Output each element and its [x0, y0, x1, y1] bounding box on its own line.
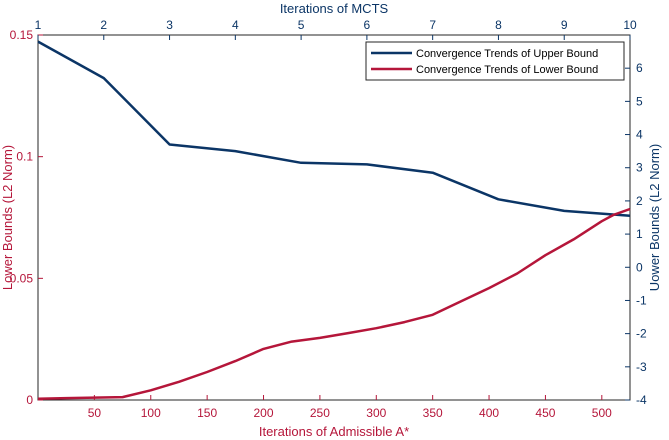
y-axis-right-title: Uower Bounds (L2 Norm)	[647, 144, 662, 291]
y-right-tick-label: 1	[636, 227, 643, 241]
x-axis-top-title: Iterations of MCTS	[280, 1, 389, 16]
y-right-tick-label: 2	[636, 194, 643, 208]
x-bottom-tick-label: 450	[535, 406, 555, 420]
legend: Convergence Trends of Upper Bound Conver…	[365, 41, 625, 81]
x-bottom-tick-label: 200	[254, 406, 274, 420]
y-right-tick-label: 0	[636, 260, 643, 274]
x-top-tick-label: 8	[495, 18, 502, 32]
y-right-tick-label: 3	[636, 161, 643, 175]
legend-label-lower: Convergence Trends of Lower Bound	[416, 64, 598, 76]
y-left-tick-label: 0.15	[10, 28, 34, 42]
x-top-tick-label: 6	[364, 18, 371, 32]
y-left-tick-label: 0	[26, 393, 33, 407]
x-bottom-tick-label: 300	[366, 406, 386, 420]
y-right-tick-label: -1	[636, 293, 647, 307]
x-top-tick-label: 9	[561, 18, 568, 32]
y-right-tick-label: -2	[636, 327, 647, 341]
legend-label-upper: Convergence Trends of Upper Bound	[416, 48, 598, 60]
plot-area	[37, 34, 631, 401]
y-right-tick-label: -4	[636, 393, 647, 407]
x-top-tick-label: 4	[232, 18, 239, 32]
x-bottom-tick-label: 250	[310, 406, 330, 420]
y-right-tick-label: -3	[636, 360, 647, 374]
x-bottom-tick-label: 350	[423, 406, 443, 420]
legend-box	[365, 41, 625, 81]
y-right-tick-label: 4	[636, 128, 643, 142]
y-right-tick-label: 5	[636, 94, 643, 108]
x-bottom-tick-label: 500	[592, 406, 612, 420]
x-bottom-tick-label: 100	[141, 406, 161, 420]
x-bottom-tick-label: 400	[479, 406, 499, 420]
y-axis-left-title: Lower Bounds (L2 Norm)	[0, 145, 15, 290]
x-top-tick-label: 1	[35, 18, 42, 32]
series-line-upper-bound	[37, 40, 631, 218]
x-axis-bottom-title: Iterations of Admissible A*	[259, 424, 409, 439]
x-top-tick-label: 5	[298, 18, 305, 32]
x-bottom-tick-label: 50	[88, 406, 102, 420]
y-left-tick-label: 0.05	[10, 271, 34, 285]
x-bottom-tick-label: 150	[197, 406, 217, 420]
x-top-tick-label: 3	[166, 18, 173, 32]
x-top-tick-label: 7	[429, 18, 436, 32]
series-line-lower-bound	[37, 207, 631, 401]
x-top-tick-label: 2	[100, 18, 107, 32]
y-right-tick-label: 6	[636, 61, 643, 75]
x-top-tick-label: 10	[623, 18, 637, 32]
y-left-tick-label: 0.1	[16, 150, 33, 164]
